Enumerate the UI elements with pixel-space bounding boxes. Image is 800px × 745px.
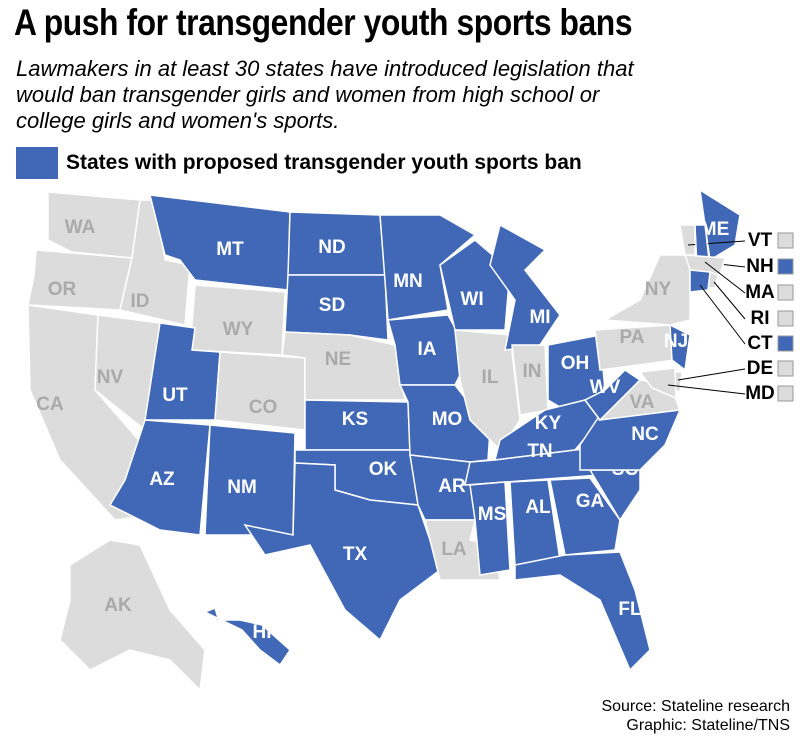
state-label: IA [418, 339, 437, 360]
state-label: OK [369, 459, 398, 480]
state-label: MA [745, 282, 775, 303]
state-label: NC [631, 424, 659, 445]
state [689, 269, 711, 293]
state-label: NH [746, 256, 773, 277]
state-label: NJ [664, 331, 688, 352]
source: Source: Stateline research [601, 698, 790, 715]
state [583, 369, 642, 422]
state [469, 481, 511, 576]
leader-line [704, 261, 746, 294]
state-label: OR [48, 279, 77, 300]
state-label: MI [529, 307, 550, 328]
state-label: UT [162, 385, 188, 406]
title: A push for transgender youth sports bans [14, 2, 633, 43]
state-label: WA [65, 217, 96, 238]
state [281, 331, 406, 401]
state [679, 224, 696, 256]
state-label: NE [325, 349, 351, 370]
state-label: VA [630, 392, 655, 413]
state-label: NM [227, 477, 257, 498]
state-label: CT [747, 333, 773, 354]
subtitle: Lawmakers in at least 30 states have int… [16, 56, 634, 133]
state [284, 274, 389, 341]
state-label: IL [482, 367, 499, 388]
state [214, 351, 306, 431]
state-label: SD [319, 295, 345, 316]
state-label: WY [223, 319, 254, 340]
state-key [777, 284, 794, 301]
state [669, 323, 691, 372]
state-label: GA [576, 491, 605, 512]
state [638, 367, 677, 400]
state-label: NV [97, 367, 124, 388]
state-label: DE [747, 358, 773, 379]
state-label: FL [618, 599, 642, 620]
state-label: LA [441, 539, 467, 560]
state-label: AL [525, 497, 551, 518]
state-label: MD [745, 383, 775, 404]
state-key [777, 310, 794, 327]
state-key [777, 360, 794, 377]
credit: Graphic: Stateline/TNS [626, 717, 790, 734]
footer: Source: Stateline research Graphic: State… [601, 697, 790, 735]
state-key [777, 335, 794, 352]
state-label: MT [216, 239, 244, 260]
state-label: VT [748, 230, 773, 251]
state-label: KS [342, 409, 368, 430]
state-label: PA [620, 327, 645, 348]
state-label: AR [438, 476, 466, 497]
state [203, 606, 291, 667]
state [59, 539, 206, 692]
state-label: MN [393, 271, 423, 292]
state-label: WV [590, 377, 621, 398]
state-label: NY [645, 279, 672, 300]
state-key [777, 232, 794, 249]
state [243, 462, 441, 642]
state-label: ND [318, 237, 345, 258]
state-key [777, 385, 794, 402]
state-label: MO [432, 409, 463, 430]
state-label: RI [751, 308, 770, 329]
state-label: TX [343, 544, 368, 565]
state-label: OH [561, 353, 590, 374]
leader-line [677, 368, 746, 381]
state-label: KY [535, 413, 562, 434]
state [27, 249, 133, 311]
state-label: CA [36, 394, 64, 415]
leader-line [699, 284, 746, 345]
state-key [777, 258, 794, 275]
state-label: CO [249, 397, 278, 418]
legend-label: States with proposed transgender youth s… [66, 151, 582, 174]
state-label: TN [527, 441, 552, 462]
state-label: MS [478, 504, 507, 525]
state [514, 551, 651, 672]
state-label: ME [701, 219, 730, 240]
state-label: AK [104, 595, 132, 616]
leader-line [667, 384, 746, 395]
state-label: IN [523, 361, 542, 382]
state-label: HI [253, 622, 272, 643]
state-label: ID [131, 291, 150, 312]
state [549, 477, 621, 556]
state-label: WI [460, 289, 483, 310]
leader-line [713, 281, 746, 320]
state-label: AZ [149, 469, 175, 490]
legend-swatch [16, 147, 58, 179]
legend: States with proposed transgender youth s… [16, 147, 582, 179]
